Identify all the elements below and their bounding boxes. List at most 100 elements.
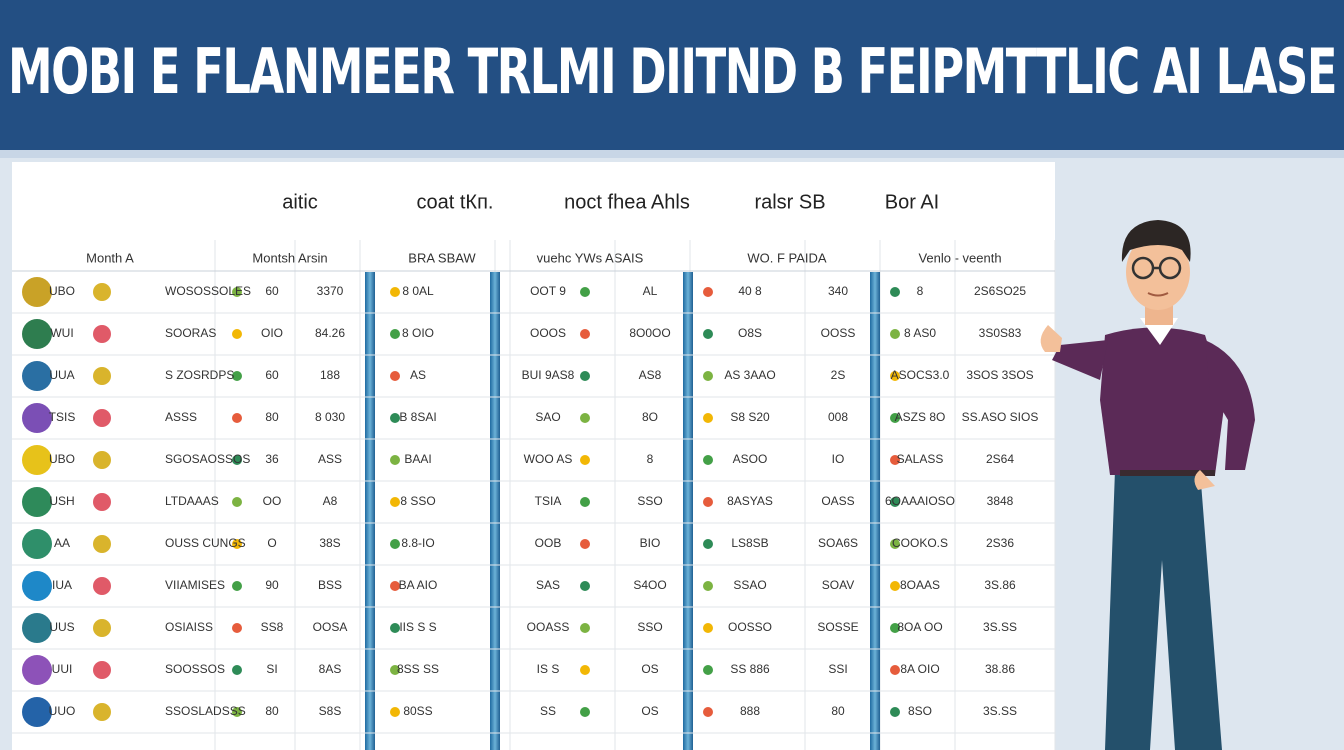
dot	[390, 287, 400, 297]
header-band	[0, 0, 1344, 150]
dot	[390, 413, 400, 423]
dot	[890, 413, 900, 423]
cell: SOAV	[822, 578, 854, 592]
cell: OS	[641, 704, 658, 718]
cell: TSIA	[535, 494, 562, 508]
cell: USH	[49, 494, 74, 508]
dot	[890, 497, 900, 507]
cell: S8S	[319, 704, 342, 718]
cell: AS8	[639, 368, 662, 382]
dot	[580, 287, 590, 297]
dot	[232, 287, 242, 297]
cell: 008	[828, 410, 848, 424]
cell: 188	[320, 368, 340, 382]
cell: TSIS	[49, 410, 76, 424]
cell: O8S	[738, 326, 762, 340]
cell: SSO	[637, 494, 662, 508]
cell: WOSOSSOLES	[165, 284, 251, 298]
dot	[890, 455, 900, 465]
dot	[703, 665, 713, 675]
cell: SOOSSOS	[165, 662, 225, 676]
row-icon	[22, 655, 52, 685]
dot	[890, 287, 900, 297]
cell: 8	[647, 452, 654, 466]
dot	[890, 665, 900, 675]
cell: IO	[832, 452, 845, 466]
cell: LS8SB	[731, 536, 768, 550]
cell: 80	[265, 704, 279, 718]
row-badge	[93, 325, 111, 343]
table-panel	[12, 162, 1055, 750]
cell: 38S	[319, 536, 340, 550]
dot	[703, 329, 713, 339]
cell: S ZOSRDPS	[165, 368, 234, 382]
cell: 38.86	[985, 662, 1015, 676]
cell: 3S.86	[984, 578, 1016, 592]
cell: 8ASYAS	[727, 494, 773, 508]
cell: OASS	[821, 494, 854, 508]
cell: 3370	[317, 284, 344, 298]
cell: SOA6S	[818, 536, 858, 550]
dot	[390, 497, 400, 507]
cell: UUS	[49, 620, 74, 634]
cell: COOKO.S	[892, 536, 948, 550]
dot	[703, 371, 713, 381]
group-header: Bor AI	[885, 191, 939, 213]
cell: 2S	[831, 368, 846, 382]
dot	[580, 623, 590, 633]
cell: 3SOS 3SOS	[966, 368, 1033, 382]
cell: ASOO	[733, 452, 768, 466]
dot	[703, 539, 713, 549]
cell: OIO	[261, 326, 283, 340]
cell: OS	[641, 662, 658, 676]
cell: S8 S20	[730, 410, 770, 424]
row-icon	[22, 277, 52, 307]
cell: BA AIO	[399, 578, 438, 592]
cell: 80SS	[403, 704, 432, 718]
cell: S4OO	[633, 578, 666, 592]
dot	[232, 581, 242, 591]
cell: OOSA	[313, 620, 348, 634]
cell: SS.ASO SIOS	[962, 410, 1039, 424]
cell: 3848	[987, 494, 1014, 508]
dot	[232, 623, 242, 633]
dot	[390, 665, 400, 675]
cell: SSAO	[733, 578, 766, 592]
dot	[580, 665, 590, 675]
column-header: WO. F PAIDA	[747, 250, 827, 265]
cell: SSOSLADSSS	[165, 704, 246, 718]
dot	[703, 707, 713, 717]
cell: 8O	[642, 410, 658, 424]
cell: SOORAS	[165, 326, 216, 340]
dot	[390, 329, 400, 339]
dot	[890, 623, 900, 633]
row-badge	[93, 493, 111, 511]
cell: LTDAAAS	[165, 494, 219, 508]
cell: BUI 9AS8	[522, 368, 575, 382]
row-icon	[22, 571, 52, 601]
row-icon	[22, 403, 52, 433]
row-badge	[93, 283, 111, 301]
cell: IUA	[52, 578, 72, 592]
column-accent	[365, 272, 375, 750]
dot	[390, 623, 400, 633]
cell: 36	[265, 452, 279, 466]
cell: 8OAAS	[900, 578, 940, 592]
cell: 8SS SS	[397, 662, 439, 676]
dot	[580, 539, 590, 549]
cell: 888	[740, 704, 760, 718]
cell: 60	[265, 284, 279, 298]
cell: 340	[828, 284, 848, 298]
cell: 3S.SS	[983, 704, 1017, 718]
cell: 8.8-IO	[401, 536, 434, 550]
dot	[703, 287, 713, 297]
cell: B 8SAI	[399, 410, 436, 424]
dot	[890, 371, 900, 381]
cell: 8AS	[319, 662, 342, 676]
cell: OOSS	[821, 326, 856, 340]
dot	[232, 665, 242, 675]
dot	[703, 581, 713, 591]
row-icon	[22, 697, 52, 727]
cell: A8	[323, 494, 338, 508]
